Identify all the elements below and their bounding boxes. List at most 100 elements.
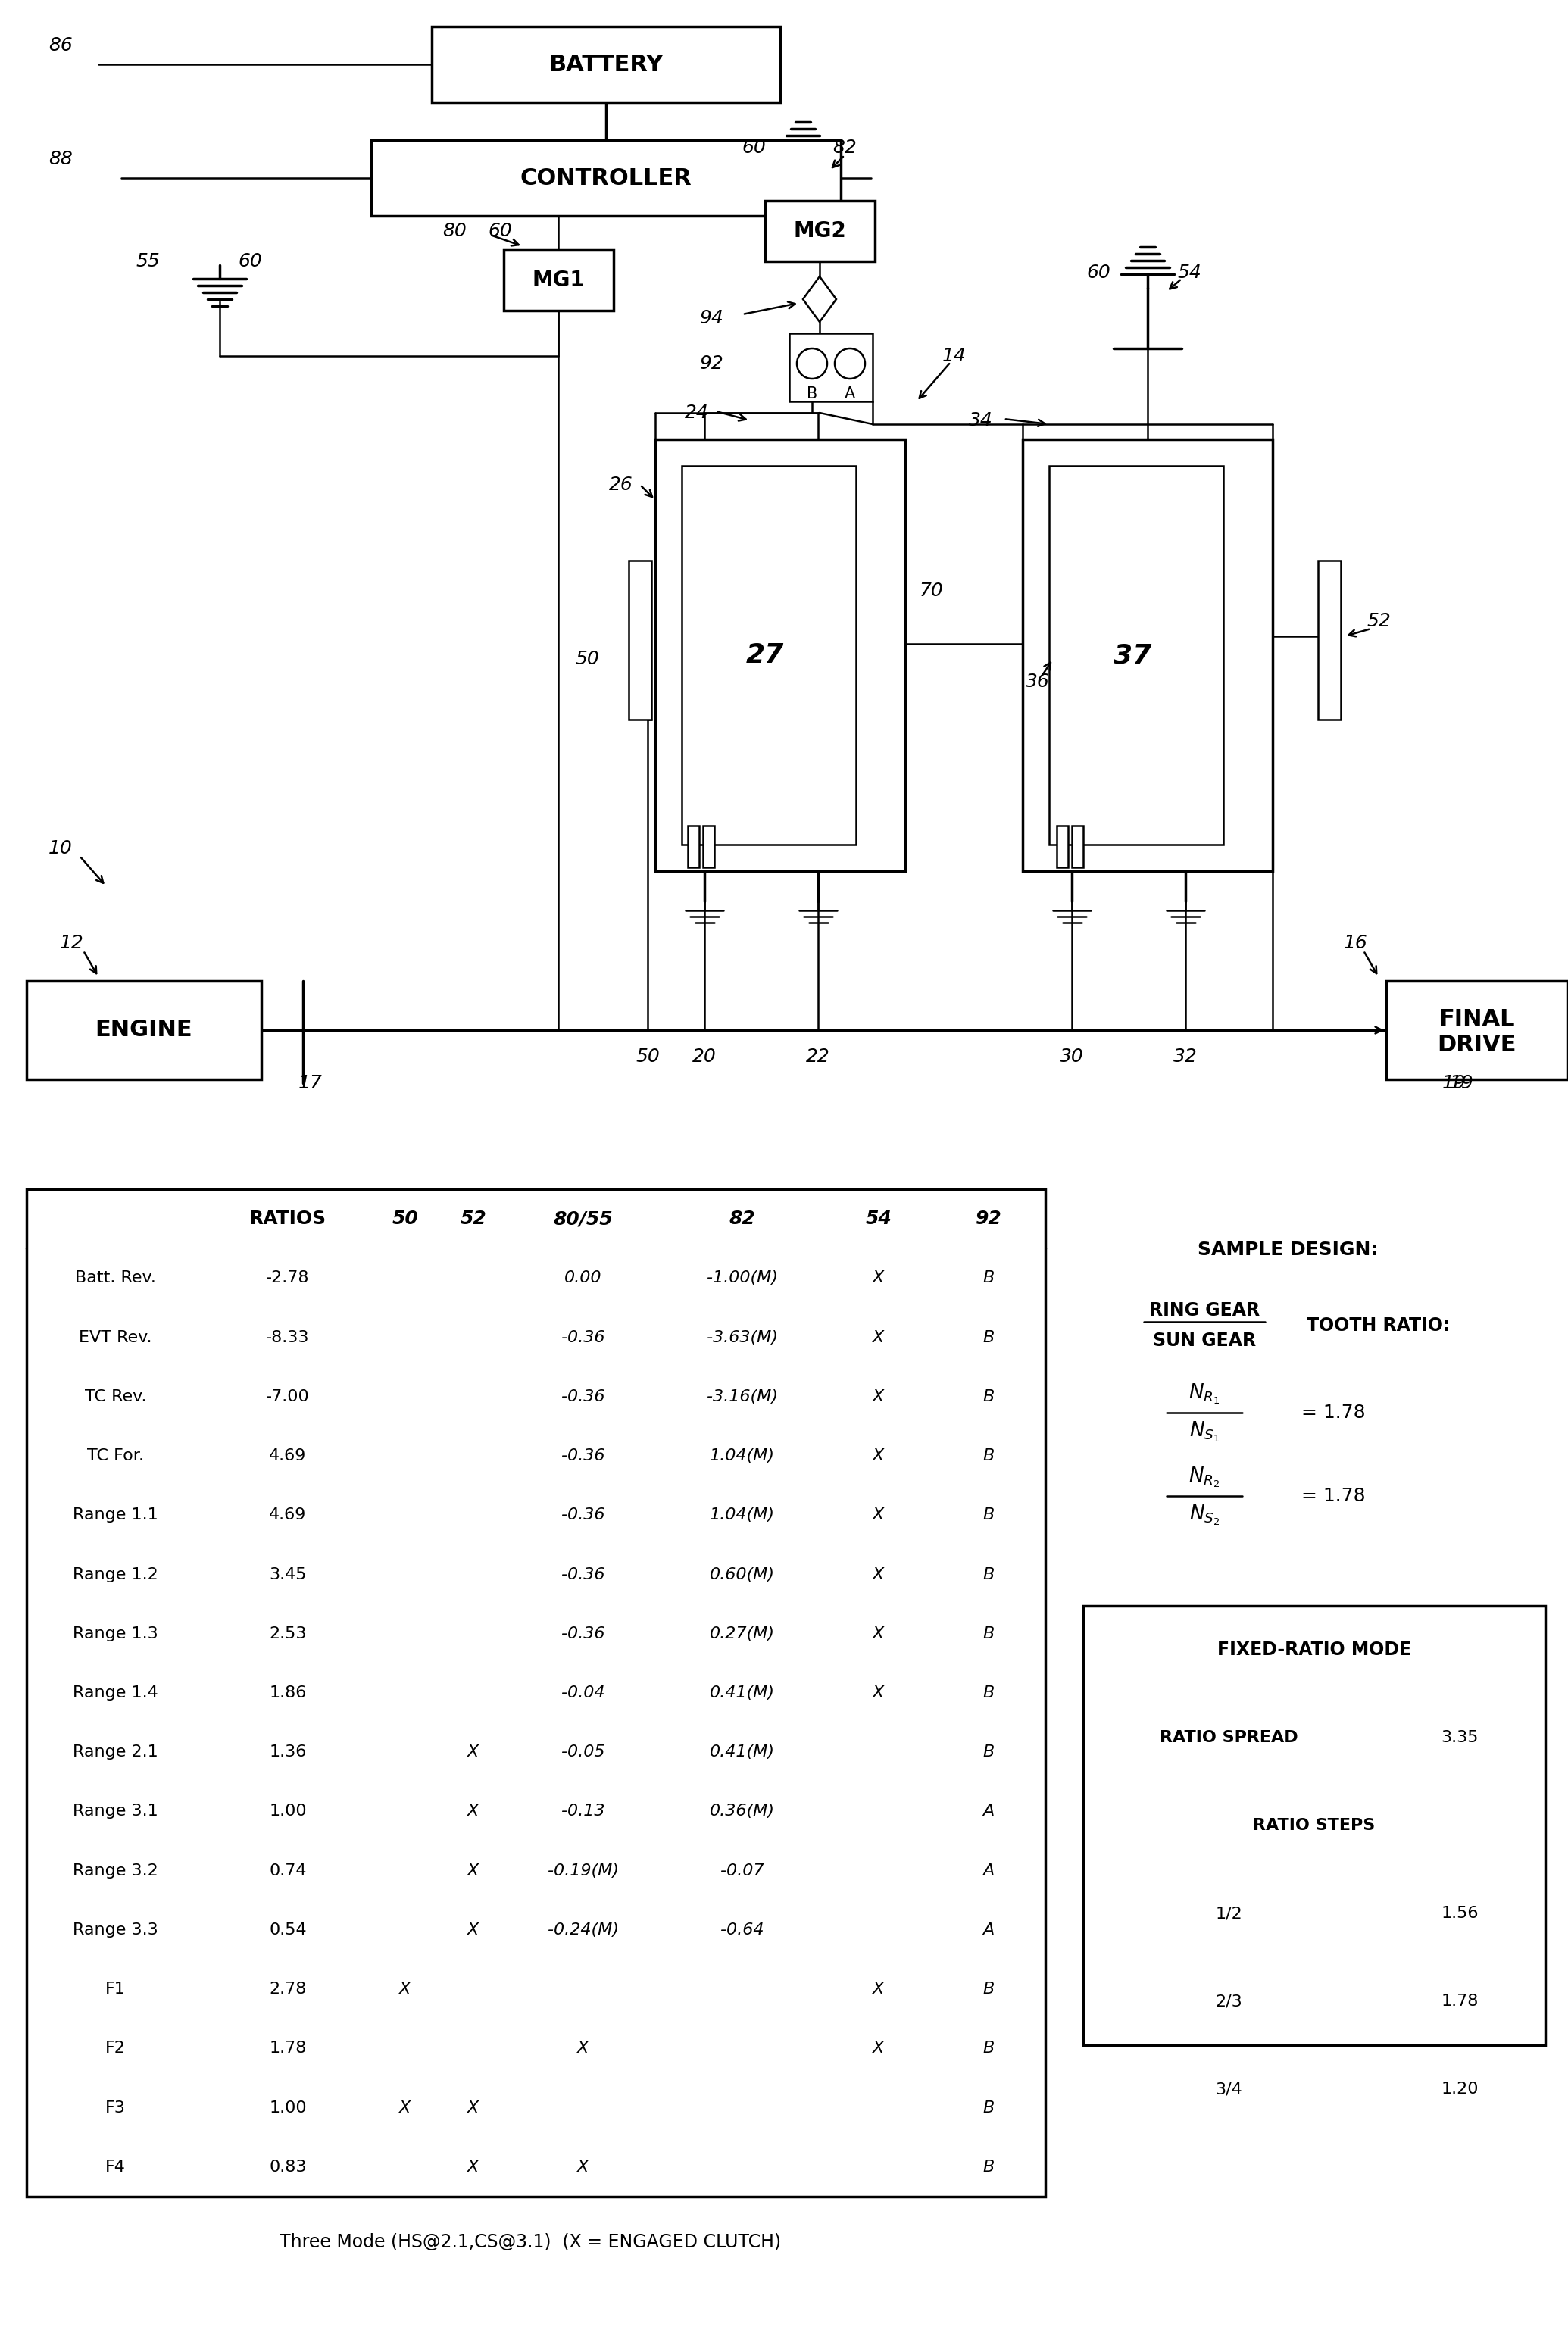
Text: 0.41(M): 0.41(M) [710, 1745, 775, 1759]
Text: -0.36: -0.36 [561, 1507, 605, 1523]
Text: A: A [983, 1864, 994, 1878]
Text: 2.78: 2.78 [270, 1981, 307, 1997]
Text: B: B [983, 1388, 994, 1404]
Text: MG2: MG2 [793, 219, 847, 243]
Text: B: B [983, 2100, 994, 2116]
Text: Batt. Rev.: Batt. Rev. [75, 1271, 155, 1285]
Text: B: B [983, 1981, 994, 1997]
Text: X: X [577, 2041, 590, 2055]
Text: 3/4: 3/4 [1215, 2081, 1242, 2097]
Text: 19: 19 [1450, 1073, 1474, 1092]
Text: B: B [983, 1271, 994, 1285]
Text: 92: 92 [975, 1211, 1002, 1227]
Text: F3: F3 [105, 2100, 125, 2116]
Text: EVT Rev.: EVT Rev. [78, 1330, 152, 1344]
Text: 52: 52 [461, 1211, 486, 1227]
Bar [1049, 467, 1223, 845]
Text: Range 1.2: Range 1.2 [72, 1568, 158, 1582]
Text: X: X [400, 1981, 411, 1997]
Bar [431, 26, 781, 103]
Bar [503, 250, 613, 310]
Text: B: B [983, 2041, 994, 2055]
Text: 82: 82 [833, 138, 856, 156]
Text: 50: 50 [392, 1211, 419, 1227]
Text: Range 2.1: Range 2.1 [72, 1745, 158, 1759]
Text: X: X [873, 1568, 884, 1582]
Bar [688, 826, 699, 868]
Text: -0.13: -0.13 [561, 1803, 605, 1820]
Text: 0.54: 0.54 [270, 1922, 307, 1939]
Text: 2.53: 2.53 [270, 1626, 307, 1640]
Circle shape [834, 348, 866, 378]
Text: 30: 30 [1060, 1048, 1083, 1066]
Text: 0.83: 0.83 [270, 2160, 307, 2174]
Text: A: A [983, 1922, 994, 1939]
Text: 22: 22 [806, 1048, 829, 1066]
Text: 12: 12 [60, 933, 85, 952]
Text: X: X [873, 1388, 884, 1404]
Text: -0.36: -0.36 [561, 1388, 605, 1404]
Text: 32: 32 [1173, 1048, 1198, 1066]
Text: -0.36: -0.36 [561, 1330, 605, 1344]
Text: 82: 82 [729, 1211, 756, 1227]
Text: B: B [983, 1626, 994, 1640]
Text: RATIO SPREAD: RATIO SPREAD [1160, 1731, 1298, 1745]
Text: 1.36: 1.36 [270, 1745, 307, 1759]
Bar [655, 439, 905, 870]
Text: 80/55: 80/55 [554, 1211, 613, 1227]
Text: 1.00: 1.00 [270, 1803, 307, 1820]
Bar [1073, 826, 1083, 868]
Text: $N_{S_1}$: $N_{S_1}$ [1189, 1418, 1220, 1444]
Text: 4.69: 4.69 [270, 1449, 307, 1463]
Text: 3.35: 3.35 [1441, 1731, 1479, 1745]
Text: F4: F4 [105, 2160, 125, 2174]
Text: 4.69: 4.69 [270, 1507, 307, 1523]
Text: 20: 20 [693, 1048, 717, 1066]
Text: TOOTH RATIO:: TOOTH RATIO: [1306, 1316, 1450, 1334]
Text: 52: 52 [1367, 611, 1391, 630]
Text: X: X [873, 2041, 884, 2055]
Text: -7.00: -7.00 [267, 1388, 310, 1404]
Text: -3.16(M): -3.16(M) [707, 1388, 778, 1404]
Text: Range 3.1: Range 3.1 [72, 1803, 158, 1820]
Polygon shape [803, 278, 836, 322]
Text: 1.20: 1.20 [1441, 2081, 1479, 2097]
Text: TC For.: TC For. [88, 1449, 144, 1463]
Text: 0.27(M): 0.27(M) [710, 1626, 775, 1640]
Text: X: X [873, 1626, 884, 1640]
Bar [27, 980, 262, 1080]
Text: 86: 86 [49, 37, 72, 54]
Text: 24: 24 [685, 404, 709, 422]
Text: B: B [983, 1330, 994, 1344]
Text: X: X [467, 1922, 480, 1939]
Text: B: B [806, 387, 817, 401]
Bar [1022, 439, 1273, 870]
Bar [702, 826, 715, 868]
Text: A: A [983, 1803, 994, 1820]
Text: -0.36: -0.36 [561, 1449, 605, 1463]
Text: 88: 88 [49, 149, 72, 168]
Text: ENGINE: ENGINE [96, 1020, 193, 1041]
Text: 80: 80 [442, 222, 467, 240]
Text: 10: 10 [49, 840, 72, 859]
Bar [1083, 1605, 1546, 2046]
Text: -0.19(M): -0.19(M) [547, 1864, 619, 1878]
Bar [1319, 560, 1341, 719]
Text: 1.56: 1.56 [1441, 1906, 1479, 1920]
Text: B: B [983, 2160, 994, 2174]
Text: MG1: MG1 [532, 271, 585, 292]
Text: X: X [873, 1271, 884, 1285]
Text: X: X [577, 2160, 590, 2174]
Text: 2/3: 2/3 [1215, 1995, 1242, 2009]
Text: = 1.78: = 1.78 [1301, 1404, 1366, 1421]
Text: 0.74: 0.74 [270, 1864, 307, 1878]
Text: 19: 19 [1443, 1073, 1466, 1092]
Text: X: X [873, 1507, 884, 1523]
Text: 16: 16 [1344, 933, 1367, 952]
Bar [789, 334, 873, 401]
Text: TC Rev.: TC Rev. [85, 1388, 146, 1404]
Text: -0.05: -0.05 [561, 1745, 605, 1759]
Text: 92: 92 [699, 355, 724, 373]
Text: F1: F1 [105, 1981, 125, 1997]
Circle shape [797, 348, 828, 378]
